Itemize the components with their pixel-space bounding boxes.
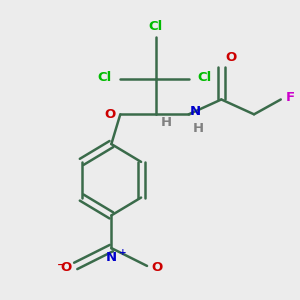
Text: O: O <box>152 261 163 274</box>
Text: +: + <box>119 248 126 257</box>
Text: Cl: Cl <box>198 71 212 84</box>
Text: N: N <box>190 105 201 118</box>
Text: Cl: Cl <box>149 20 163 33</box>
Text: N: N <box>106 251 117 264</box>
Text: Cl: Cl <box>97 71 111 84</box>
Text: O: O <box>60 261 71 274</box>
Text: H: H <box>193 122 204 135</box>
Text: −: − <box>56 260 65 269</box>
Text: O: O <box>105 108 116 121</box>
Text: H: H <box>160 116 172 129</box>
Text: O: O <box>226 51 237 64</box>
Text: F: F <box>286 92 295 104</box>
